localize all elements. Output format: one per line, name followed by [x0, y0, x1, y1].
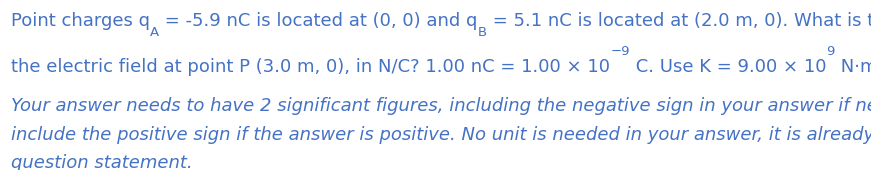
Text: B: B	[478, 26, 487, 39]
Text: question statement.: question statement.	[11, 154, 193, 170]
Text: include the positive sign if the answer is positive. No unit is needed in your a: include the positive sign if the answer …	[11, 126, 871, 144]
Text: Point charges q: Point charges q	[11, 12, 151, 30]
Text: the electric field at point P (3.0 m, 0), in N/C? 1.00 nC = 1.00 × 10: the electric field at point P (3.0 m, 0)…	[11, 58, 611, 76]
Text: = -5.9 nC is located at (0, 0) and q: = -5.9 nC is located at (0, 0) and q	[159, 12, 478, 30]
Text: N·m: N·m	[834, 58, 871, 76]
Text: C. Use K = 9.00 × 10: C. Use K = 9.00 × 10	[630, 58, 827, 76]
Text: 9: 9	[827, 45, 834, 58]
Text: Your answer needs to have 2 significant figures, including the negative sign in : Your answer needs to have 2 significant …	[11, 97, 871, 115]
Text: = 5.1 nC is located at (2.0 m, 0). What is the magnitude of: = 5.1 nC is located at (2.0 m, 0). What …	[487, 12, 871, 30]
Text: −9: −9	[611, 45, 630, 58]
Text: A: A	[151, 26, 159, 39]
